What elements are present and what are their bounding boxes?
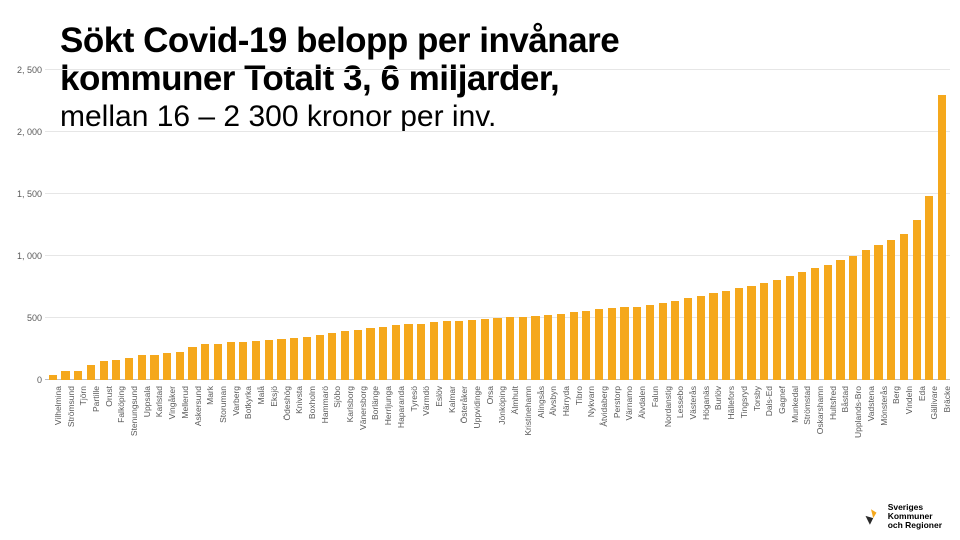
bar	[61, 371, 69, 380]
bar	[265, 340, 273, 380]
bar	[100, 361, 108, 380]
bar	[760, 283, 768, 380]
bar	[887, 240, 895, 380]
bar	[150, 355, 158, 380]
bar	[811, 268, 819, 380]
bar-chart: 05001, 0001, 5002, 0002, 500 VilhelminaS…	[0, 70, 960, 490]
bar	[506, 317, 514, 380]
x-axis-label: Bräcke	[942, 386, 952, 412]
bar	[557, 314, 565, 380]
bar	[87, 365, 95, 380]
title-line-1: Sökt Covid-19 belopp per invånare	[60, 22, 940, 60]
bar	[417, 324, 425, 380]
y-axis-label: 0	[2, 375, 42, 385]
bar	[913, 220, 921, 380]
bar	[659, 303, 667, 380]
bar	[430, 322, 438, 380]
bar	[316, 335, 324, 380]
logo-text-3: och Regioner	[888, 521, 942, 530]
bar	[443, 321, 451, 380]
bar	[531, 316, 539, 380]
bar	[570, 312, 578, 380]
bar	[252, 341, 260, 380]
bar	[328, 333, 336, 380]
bar	[786, 276, 794, 380]
bar	[379, 327, 387, 380]
bar	[836, 260, 844, 380]
skr-logo-icon	[860, 506, 882, 528]
bar	[544, 315, 552, 380]
bar	[49, 375, 57, 380]
skr-logo: Sveriges Kommuner och Regioner	[860, 503, 942, 530]
bar	[125, 358, 133, 380]
bar	[874, 245, 882, 380]
bar	[341, 331, 349, 380]
bar	[468, 320, 476, 380]
bar	[112, 360, 120, 380]
bar	[900, 234, 908, 380]
bar	[582, 311, 590, 380]
bar	[862, 250, 870, 380]
bar	[277, 339, 285, 380]
bar	[354, 330, 362, 380]
bar	[481, 319, 489, 380]
bar	[595, 309, 603, 380]
bar	[671, 301, 679, 380]
y-axis-label: 500	[2, 313, 42, 323]
bar	[646, 305, 654, 380]
bar	[633, 307, 641, 380]
bar	[392, 325, 400, 380]
bar	[201, 344, 209, 380]
y-axis-label: 2, 000	[2, 127, 42, 137]
bar	[824, 265, 832, 380]
bar	[849, 256, 857, 380]
bar	[608, 308, 616, 380]
bar	[519, 317, 527, 380]
bar	[747, 286, 755, 380]
bar	[239, 342, 247, 380]
bar	[773, 280, 781, 380]
bar	[735, 288, 743, 380]
bar	[938, 95, 946, 380]
bar	[925, 196, 933, 380]
bar	[303, 337, 311, 380]
bar	[684, 298, 692, 380]
bar	[227, 342, 235, 380]
bar	[290, 338, 298, 380]
bar	[455, 321, 463, 380]
bar	[404, 324, 412, 380]
bar	[798, 272, 806, 380]
y-axis-label: 1, 000	[2, 251, 42, 261]
bar	[366, 328, 374, 380]
bar	[138, 355, 146, 380]
bar	[722, 291, 730, 380]
bar	[188, 347, 196, 380]
bar	[709, 293, 717, 380]
bar	[74, 371, 82, 380]
bar	[620, 307, 628, 380]
bar	[176, 352, 184, 380]
y-axis-label: 1, 500	[2, 189, 42, 199]
bar	[214, 344, 222, 380]
y-axis-label: 2, 500	[2, 65, 42, 75]
bar	[697, 296, 705, 380]
bar	[493, 318, 501, 380]
bar	[163, 353, 171, 380]
